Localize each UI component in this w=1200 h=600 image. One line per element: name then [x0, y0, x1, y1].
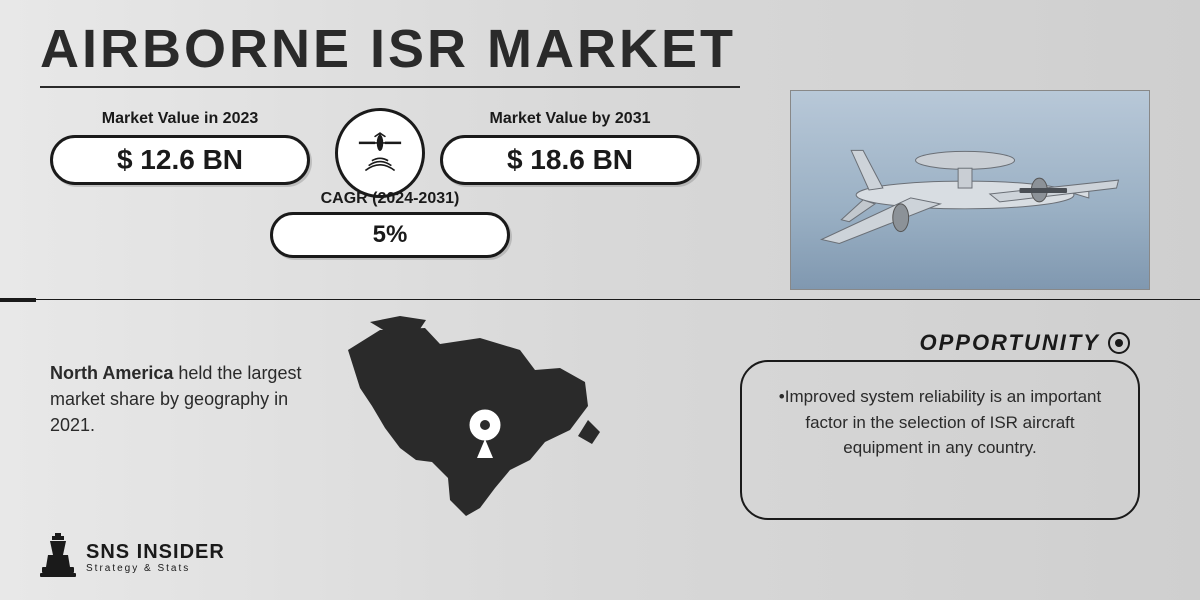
metric-2023-value: $ 12.6 BN	[50, 135, 310, 185]
cagr-label: CAGR (2024-2031)	[290, 190, 490, 208]
brand-main: SNS INSIDER	[86, 542, 225, 562]
page-title: AIRBORNE ISR MARKET	[40, 18, 736, 80]
brand-logo: SNS INSIDER Strategy & Stats	[40, 533, 225, 582]
opportunity-text: •Improved system reliability is an impor…	[740, 360, 1140, 520]
region-summary: North America held the largest market sh…	[50, 360, 320, 438]
opportunity-heading: OPPORTUNITY	[919, 330, 1130, 356]
chess-king-icon	[40, 533, 76, 582]
target-icon	[1108, 332, 1130, 354]
brand-text: SNS INSIDER Strategy & Stats	[86, 542, 225, 574]
metric-2023-label: Market Value in 2023	[70, 110, 290, 128]
section-divider	[0, 298, 1200, 302]
title-underline	[40, 86, 740, 88]
metric-2031-value: $ 18.6 BN	[440, 135, 700, 185]
plane-signal-icon	[354, 125, 406, 182]
opportunity-heading-text: OPPORTUNITY	[919, 330, 1100, 356]
metric-2031-label: Market Value by 2031	[460, 110, 680, 128]
region-highlight: North America	[50, 363, 173, 383]
center-plane-badge	[335, 108, 425, 198]
cagr-value: 5%	[270, 212, 510, 258]
brand-sub: Strategy & Stats	[86, 564, 225, 574]
north-america-map	[330, 310, 630, 530]
aircraft-photo	[790, 90, 1150, 290]
